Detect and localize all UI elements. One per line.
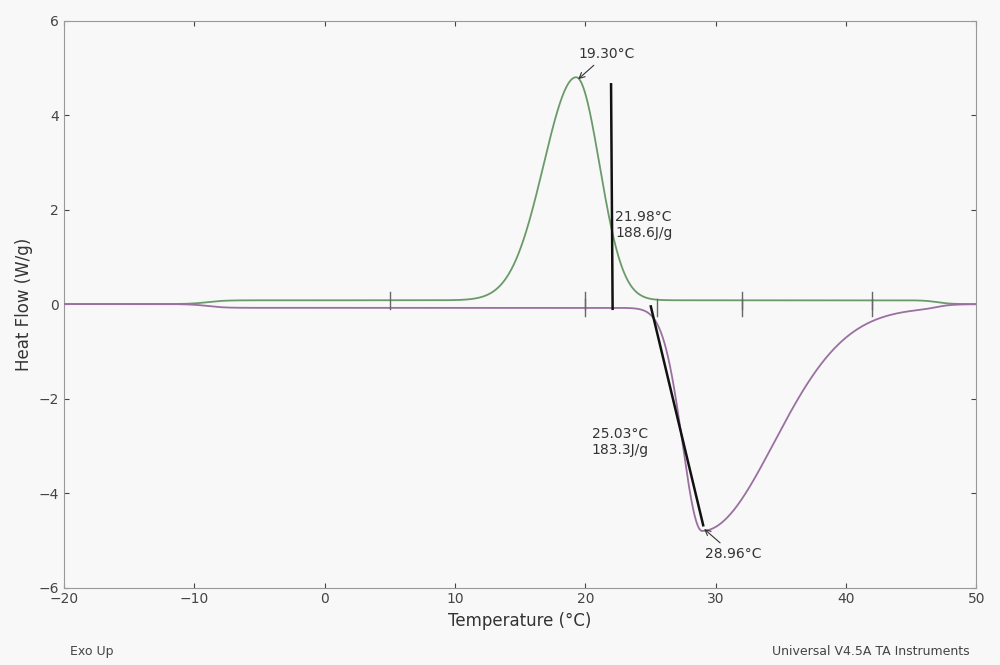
Text: 28.96°C: 28.96°C [705, 530, 762, 561]
Text: 25.03°C
183.3J/g: 25.03°C 183.3J/g [592, 427, 649, 457]
Text: Exo Up: Exo Up [70, 645, 114, 658]
Text: Universal V4.5A TA Instruments: Universal V4.5A TA Instruments [772, 645, 970, 658]
X-axis label: Temperature (°C): Temperature (°C) [448, 612, 592, 630]
Text: 19.30°C: 19.30°C [579, 47, 635, 78]
Y-axis label: Heat Flow (W/g): Heat Flow (W/g) [15, 237, 33, 370]
Text: 21.98°C
188.6J/g: 21.98°C 188.6J/g [615, 209, 673, 240]
